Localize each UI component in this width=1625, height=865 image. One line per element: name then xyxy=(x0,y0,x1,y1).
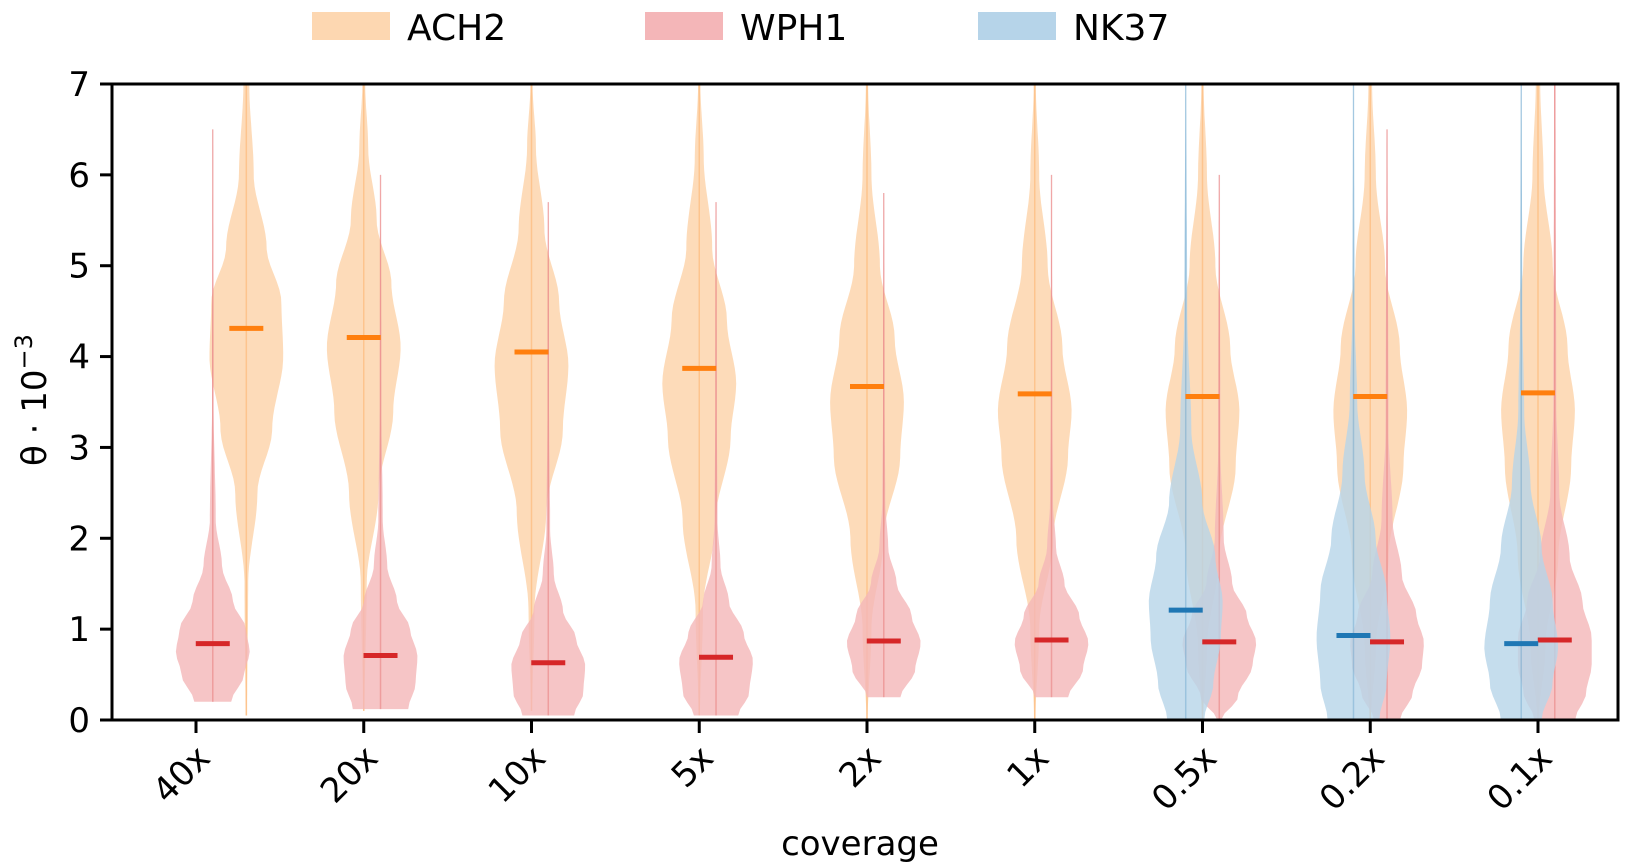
y-axis-ticks: 0 1 2 3 4 5 6 7 xyxy=(68,65,112,741)
y-tick-label: 5 xyxy=(68,247,90,287)
x-tick-label: 40x xyxy=(145,738,218,811)
y-axis-label-main: θ · 10 xyxy=(15,369,55,466)
y-tick-label: 3 xyxy=(68,428,90,468)
violin-nk37-0.2x xyxy=(1316,84,1391,720)
y-tick-label: 6 xyxy=(68,156,90,196)
legend-label-ach2: ACH2 xyxy=(407,8,506,49)
violin-ach2-40x xyxy=(209,84,284,716)
violin-ach2-5x xyxy=(662,84,737,716)
violin-ach2-0.2x xyxy=(1333,84,1408,720)
legend-swatch-wph1 xyxy=(645,12,723,40)
x-tick-label: 0.2x xyxy=(1312,738,1393,819)
legend-label-nk37: NK37 xyxy=(1073,8,1169,49)
x-tick-label: 0.1x xyxy=(1480,738,1561,819)
violin-wph1-0.5x xyxy=(1182,174,1257,720)
violin-ach2-10x xyxy=(494,84,569,711)
violin-ach2-1x xyxy=(997,84,1072,720)
violin-wph1-0.1x xyxy=(1517,84,1592,720)
y-axis-label-exponent: −3 xyxy=(10,334,38,369)
violin-wph1-2x xyxy=(847,193,921,698)
x-tick-label: 0.5x xyxy=(1144,738,1225,819)
violin-wph1-0.2x xyxy=(1350,129,1424,720)
violin-wph1-10x xyxy=(511,202,586,716)
violin-nk37-0.1x xyxy=(1484,84,1559,720)
legend-swatch-nk37 xyxy=(978,12,1056,40)
violin-ach2-0.5x xyxy=(1165,84,1240,720)
x-tick-label: 10x xyxy=(481,738,554,811)
median-markers xyxy=(195,325,1572,666)
y-tick-label: 1 xyxy=(68,610,90,650)
violins xyxy=(175,84,1592,720)
legend-swatch-ach2 xyxy=(312,12,390,40)
violin-wph1-40x xyxy=(175,129,250,702)
violin-ach2-20x xyxy=(326,84,401,711)
violin-nk37-0.5x xyxy=(1148,84,1223,720)
x-tick-label: 20x xyxy=(313,738,386,811)
x-axis-label: coverage xyxy=(781,824,939,864)
y-tick-label: 0 xyxy=(68,701,90,741)
axes xyxy=(110,82,1620,722)
y-tick-label: 2 xyxy=(68,519,90,559)
violin-wph1-20x xyxy=(343,174,418,710)
legend-label-wph1: WPH1 xyxy=(740,8,847,49)
y-tick-label: 7 xyxy=(68,65,90,105)
x-tick-label: 5x xyxy=(664,738,722,796)
x-tick-label: 2x xyxy=(832,738,890,796)
violin-wph1-1x xyxy=(1014,174,1089,698)
x-tick-label: 1x xyxy=(999,738,1057,796)
violin-wph1-5x xyxy=(679,202,753,716)
violin-ach2-2x xyxy=(830,84,904,720)
y-axis-label: θ · 10−3 xyxy=(10,334,55,466)
plot-frame xyxy=(110,82,1620,722)
y-tick-label: 4 xyxy=(68,338,90,378)
x-axis-ticks: 40x 20x 10x 5x 2x 1x 0.5x 0.2x 0.1x xyxy=(145,720,1560,819)
legend: ACH2 WPH1 NK37 xyxy=(312,8,1169,49)
